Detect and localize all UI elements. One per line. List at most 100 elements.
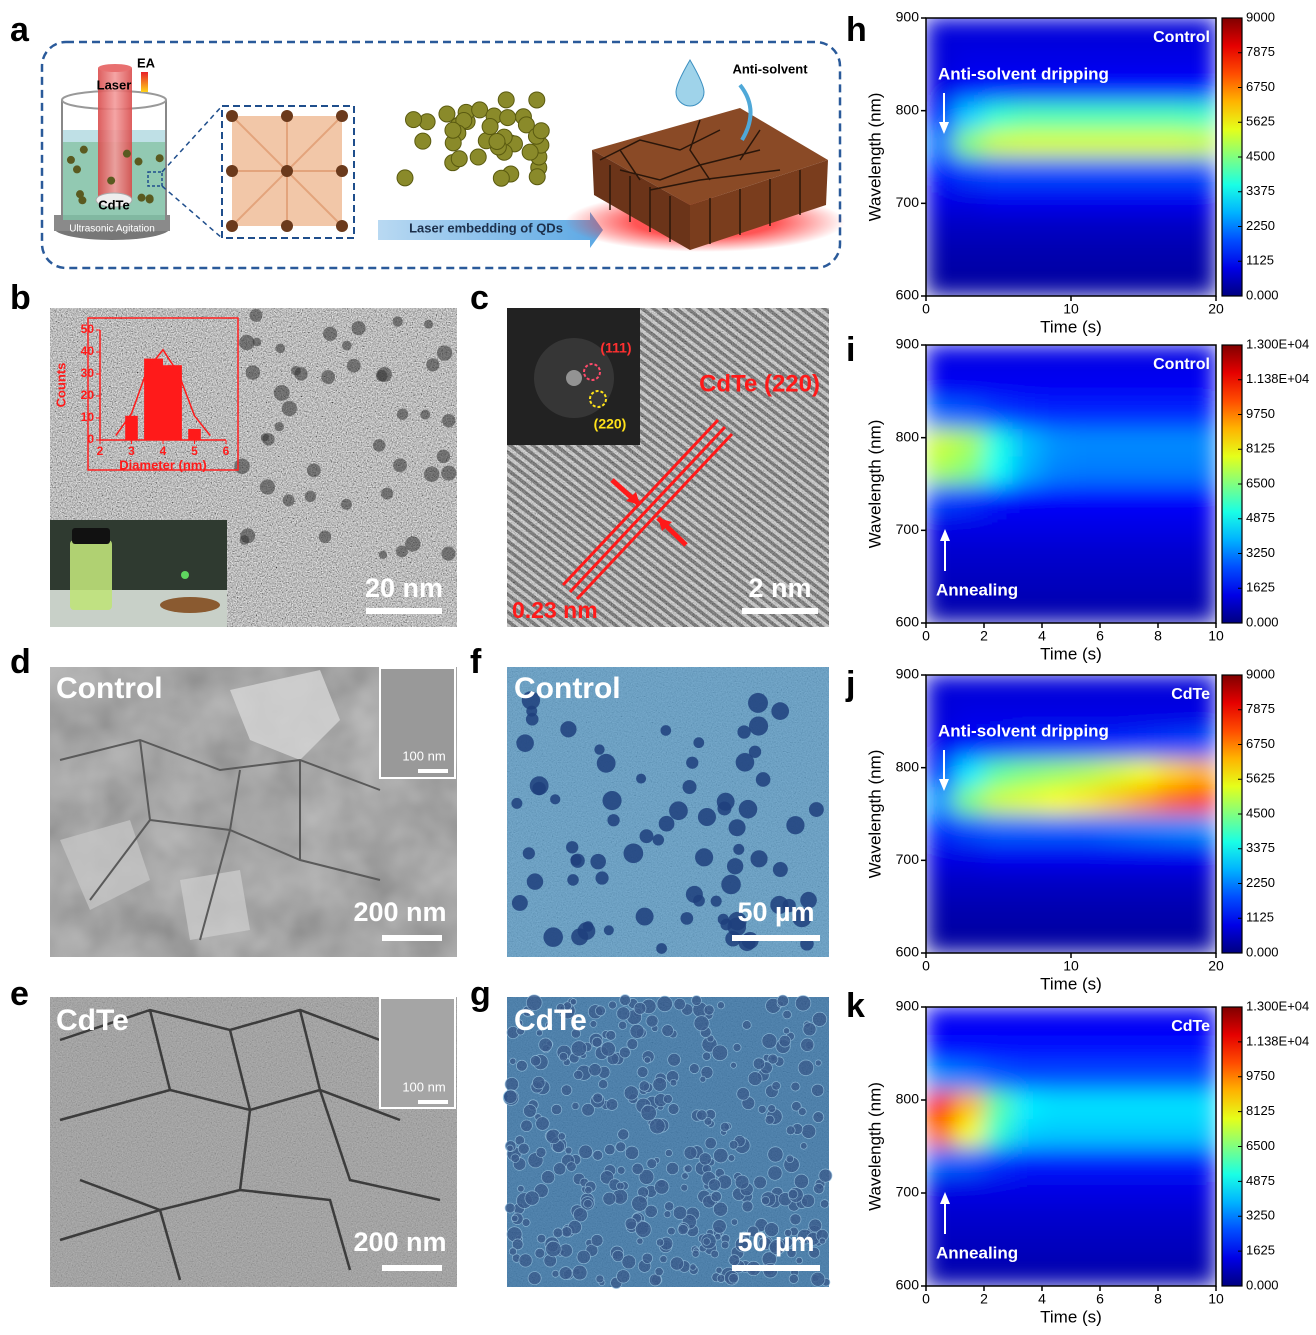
heat-cell — [984, 814, 1014, 843]
heat-cell — [1100, 400, 1130, 429]
y-axis-label: Counts — [53, 363, 68, 408]
heat-cell — [955, 1174, 985, 1203]
fft-spot-label: (220) — [594, 416, 627, 432]
x-axis-label: Time (s) — [1040, 644, 1102, 663]
heat-cell — [1013, 511, 1043, 540]
domain — [727, 858, 743, 874]
heat-cell — [1071, 1090, 1101, 1119]
heat-cell — [1100, 675, 1130, 704]
quantum-dot — [489, 133, 505, 149]
heat-cell — [955, 1118, 985, 1147]
quantum-dot — [470, 149, 486, 165]
heat-cell — [926, 814, 956, 843]
heat-cell — [1042, 372, 1072, 401]
domain — [686, 757, 698, 769]
x-tick-label: 4 — [1038, 1291, 1046, 1307]
heat-cell — [1187, 73, 1217, 102]
heat-cell — [1187, 539, 1217, 568]
y-tick-label: 700 — [896, 1184, 920, 1200]
heat-cell — [955, 345, 985, 374]
heat-cell — [1100, 539, 1130, 568]
y-axis-label: Wavelength (nm) — [865, 420, 884, 549]
heat-cell — [1100, 1230, 1130, 1259]
domain — [809, 802, 824, 817]
heat-cell — [1158, 897, 1188, 926]
heat-cell — [1013, 675, 1043, 704]
heat-cell — [1158, 1174, 1188, 1203]
ea-label: EA — [137, 55, 156, 70]
heat-cell — [1158, 268, 1188, 297]
heat-cell — [1042, 129, 1072, 158]
heat-cell — [1013, 1090, 1043, 1119]
suspended-dot — [73, 165, 81, 173]
heat-cells — [926, 18, 1217, 297]
heat-cell — [1129, 841, 1159, 870]
heat-cell — [926, 484, 956, 513]
domain — [771, 702, 789, 720]
heat-cell — [1071, 869, 1101, 898]
domain — [756, 772, 771, 787]
domain — [523, 847, 535, 859]
heat-cell — [1042, 925, 1072, 954]
nanocrystal — [442, 414, 455, 427]
suspended-dot — [123, 150, 131, 158]
colorbar-tick-label: 5625 — [1246, 771, 1275, 786]
sample-label: CdTe — [1171, 686, 1210, 703]
heat-cell — [1129, 1007, 1159, 1036]
heat-cell — [984, 1118, 1014, 1147]
heat-cell — [1158, 1202, 1188, 1231]
heat-cell — [1071, 1258, 1101, 1287]
nanocrystal — [253, 338, 262, 347]
heat-cell — [1129, 372, 1159, 401]
domain — [512, 895, 528, 911]
quantum-dot — [529, 169, 545, 185]
heat-cell — [984, 268, 1014, 297]
heat-cell — [1158, 184, 1188, 213]
domain — [607, 814, 619, 826]
heat-cell — [1129, 758, 1159, 787]
heat-cell — [1071, 758, 1101, 787]
domain — [532, 782, 545, 795]
heat-cell — [1129, 1258, 1159, 1287]
heat-cell — [1013, 184, 1043, 213]
heat-cell — [1129, 567, 1159, 596]
heat-cell — [1129, 45, 1159, 74]
heat-cell — [1187, 869, 1217, 898]
heat-cell — [1158, 730, 1188, 759]
heat-cell — [1071, 345, 1101, 374]
domain — [527, 873, 543, 889]
panel-label: h — [846, 11, 867, 49]
heat-cell — [1187, 897, 1217, 926]
heat-cell — [1187, 428, 1217, 457]
heat-cell — [1187, 758, 1217, 787]
scale-bar — [732, 935, 820, 941]
x-tick-label: 0 — [922, 628, 930, 644]
heat-cell — [984, 400, 1014, 429]
heat-cell — [1129, 814, 1159, 843]
colorbar-tick-label: 7875 — [1246, 701, 1275, 716]
heat-cell — [1187, 45, 1217, 74]
heat-cell — [984, 1174, 1014, 1203]
heat-cell — [1042, 1007, 1072, 1036]
sample-label: Control — [1153, 356, 1210, 373]
domain — [660, 725, 671, 736]
heat-cell — [1187, 456, 1217, 485]
panel-label: c — [470, 279, 489, 317]
heat-cell — [984, 1034, 1014, 1063]
cdte-label: CdTe — [98, 197, 130, 212]
heat-cell — [1013, 786, 1043, 815]
heat-cell — [1158, 1146, 1188, 1175]
heat-cell — [926, 456, 956, 485]
heat-cell — [1013, 1062, 1043, 1091]
heat-cell — [1187, 1062, 1217, 1091]
domain — [636, 908, 654, 926]
domain — [603, 791, 622, 810]
colorbar-tick-label: 9750 — [1246, 1068, 1275, 1083]
domain — [656, 943, 667, 954]
domain — [543, 927, 563, 947]
domain — [733, 844, 744, 855]
domain — [560, 721, 576, 737]
heat-layer — [926, 675, 1217, 954]
heat-cell — [984, 157, 1014, 186]
heat-cell — [1100, 814, 1130, 843]
